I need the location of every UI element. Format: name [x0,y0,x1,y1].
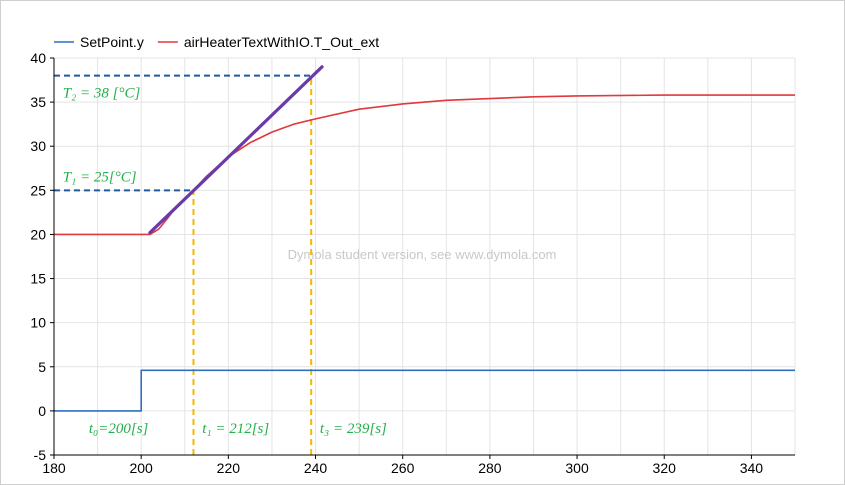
y-tick-label: 20 [30,226,46,242]
tangent-line [148,65,324,235]
y-tick-label: 30 [30,138,46,154]
legend-label-2: airHeaterTextWithIO.T_Out_ext [184,34,379,50]
y-tick-label: -5 [34,447,47,463]
watermark-text: Dymola student version, see www.dymola.c… [288,247,557,262]
annotation-overlay: T₂ = 38 [°C] T₁ = 25[°C] t₀=200[s] t₁ = 212… [63,65,387,437]
y-tick-label: 40 [30,50,46,66]
annotation-label: t₀=200[s] [89,421,149,437]
annotation-label: T₂ = 38 [°C] [63,86,141,102]
annotation-label: T₁ = 25[°C] [63,170,137,186]
x-tick-label: 180 [42,460,66,476]
y-tick-label: 10 [30,315,46,331]
x-tick-label: 340 [740,460,764,476]
annotation-label: t₁ = 212[s] [202,421,269,437]
y-tick-label: 0 [38,403,46,419]
x-tick-label: 240 [304,460,328,476]
x-tick-label: 280 [478,460,502,476]
legend: SetPoint.y airHeaterTextWithIO.T_Out_ext [54,34,379,50]
x-tick-label: 260 [391,460,415,476]
y-tick-label: 15 [30,271,46,287]
legend-label-1: SetPoint.y [80,34,144,50]
x-tick-label: 300 [565,460,589,476]
series-line-1 [54,369,795,412]
x-tick-label: 320 [653,460,677,476]
x-tick-label: 220 [217,460,241,476]
annotation-label: t₃ = 239[s] [320,421,387,437]
y-tick-label: 25 [30,182,46,198]
axes: 180 200 220 240 260 280 300 320 340 -5 0 5 10 15 20 25 3… [30,50,795,476]
annotation-guides [54,74,313,455]
series-line-2 [54,94,795,236]
y-tick-label: 35 [30,94,46,110]
y-tick-label: 5 [38,359,46,375]
x-tick-label: 200 [129,460,153,476]
